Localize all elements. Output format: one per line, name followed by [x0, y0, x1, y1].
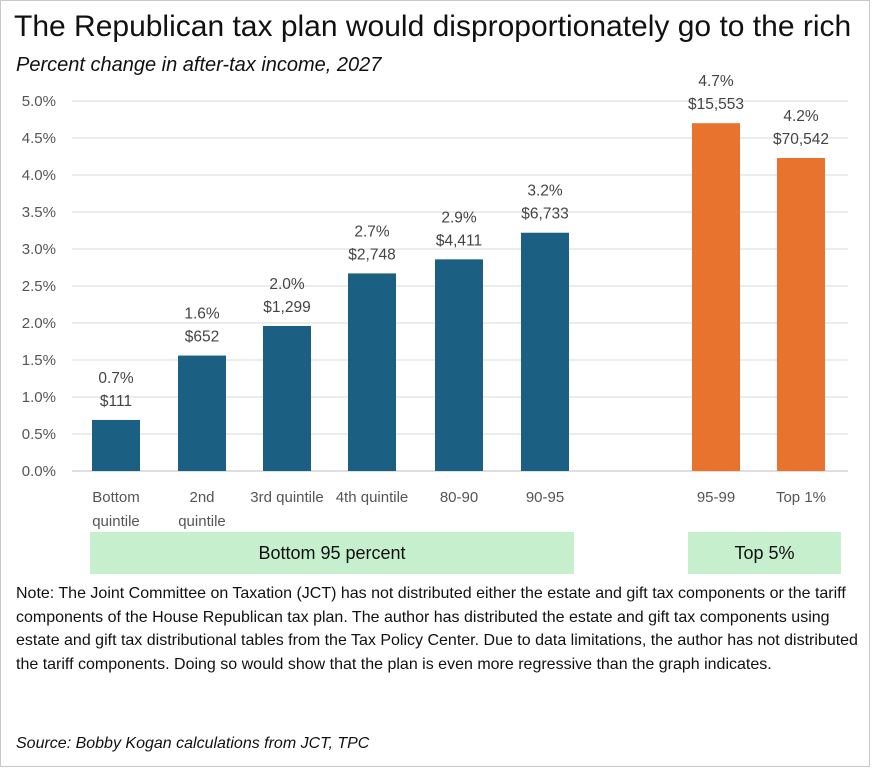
- y-tick-label: 3.0%: [22, 241, 56, 258]
- y-tick-label: 1.0%: [22, 389, 56, 406]
- bar-2nd-quintile: [178, 355, 226, 471]
- group-label-top-5: Top 5%: [734, 542, 795, 563]
- bar-chart: 0.0% 0.5% 1.0% 1.5% 2.0% 2.5% 3.0% 3.5% 4.0% 4.5%…: [22, 73, 848, 530]
- x-category-label: 90-95: [526, 489, 564, 506]
- data-label-dollar: $2,748: [348, 246, 395, 263]
- footnote: Note: The Joint Committee on Taxation (J…: [16, 585, 858, 673]
- data-label-percent: 2.7%: [354, 223, 390, 240]
- group-band-bottom-95: Bottom 95 percent: [90, 532, 574, 574]
- data-label-dollar: $70,542: [773, 131, 829, 148]
- chart-title: The Republican tax plan would disproport…: [14, 10, 852, 43]
- y-tick-label: 2.0%: [22, 315, 56, 332]
- data-label-percent: 4.7%: [698, 73, 734, 90]
- x-category-label: Top 1%: [776, 489, 826, 506]
- bar-bottom-quintile: [92, 419, 140, 471]
- x-category-label: 95-99: [697, 489, 735, 506]
- data-label-dollar: $6,733: [521, 206, 568, 223]
- x-category-label: 3rd quintile: [250, 489, 323, 506]
- y-tick-label: 1.5%: [22, 352, 56, 369]
- bar-80-90: [435, 259, 483, 471]
- x-category-label: 4th quintile: [336, 489, 409, 506]
- data-label-dollar: $4,411: [436, 232, 482, 249]
- y-tick-label: 4.5%: [22, 130, 56, 147]
- x-category-label: quintile: [92, 513, 140, 530]
- x-axis-categories: Bottom quintile 2nd quintile 3rd quintile 4th…: [92, 489, 826, 530]
- x-category-label: quintile: [178, 513, 226, 530]
- bars: [92, 123, 825, 472]
- y-tick-label: 0.0%: [22, 463, 56, 480]
- bar-3rd-quintile: [263, 325, 311, 471]
- source-line: Source: Bobby Kogan calculations from JC…: [16, 735, 370, 752]
- group-band-top-5: Top 5%: [688, 532, 841, 574]
- data-label-dollar: $1,299: [263, 299, 310, 316]
- data-label-percent: 2.0%: [269, 276, 305, 293]
- x-category-label: 2nd: [189, 489, 214, 506]
- bar-90-95: [521, 232, 569, 471]
- data-label-dollar: $111: [100, 393, 132, 410]
- bar-top-1-: [777, 157, 825, 472]
- bar-4th-quintile: [348, 273, 396, 471]
- x-category-label: 80-90: [440, 489, 478, 506]
- data-label-percent: 1.6%: [184, 306, 220, 323]
- y-tick-label: 3.5%: [22, 204, 56, 221]
- chart-subtitle: Percent change in after-tax income, 2027: [16, 54, 382, 76]
- data-label-percent: 3.2%: [527, 183, 563, 200]
- data-labels: $111 0.7% $652 1.6% $1,299 2.0% $2,748 2.7% $4,4…: [98, 73, 829, 410]
- bar-95-99: [692, 123, 740, 471]
- y-tick-label: 4.0%: [22, 167, 56, 184]
- data-label-percent: 2.9%: [441, 209, 477, 226]
- group-label-bottom-95: Bottom 95 percent: [258, 542, 406, 563]
- data-label-percent: 4.2%: [783, 108, 819, 125]
- data-label-dollar: $15,553: [688, 96, 744, 113]
- data-label-percent: 0.7%: [98, 370, 134, 387]
- y-tick-label: 2.5%: [22, 278, 56, 295]
- y-tick-label: 5.0%: [22, 93, 56, 110]
- x-category-label: Bottom: [92, 489, 140, 506]
- y-tick-label: 0.5%: [22, 426, 56, 443]
- y-axis-ticks: 0.0% 0.5% 1.0% 1.5% 2.0% 2.5% 3.0% 3.5% 4.0% 4.5%…: [22, 93, 56, 480]
- data-label-dollar: $652: [185, 329, 219, 346]
